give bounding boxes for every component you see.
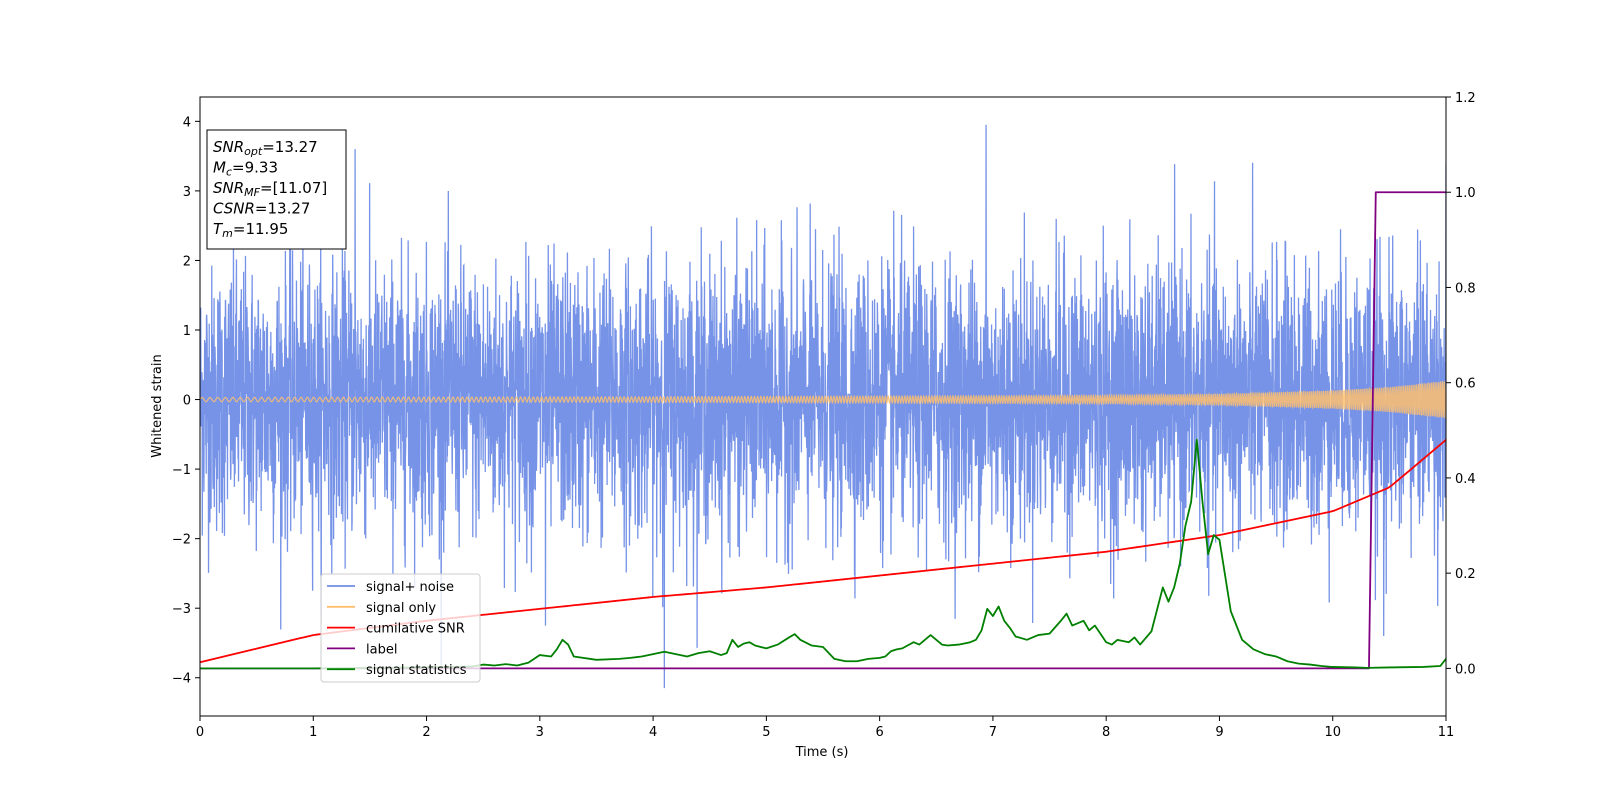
y-tick-label-left: 4 xyxy=(183,115,191,130)
y-tick-label-right: 0.0 xyxy=(1455,662,1476,677)
y-tick-label-right: 1.0 xyxy=(1455,186,1476,201)
x-tick-label: 5 xyxy=(762,725,770,740)
y-tick-label-left: −2 xyxy=(172,533,191,548)
x-tick-label: 8 xyxy=(1102,725,1110,740)
info-value: =11.95 xyxy=(233,220,289,238)
x-axis: 0 1 2 3 4 5 6 7 8 9 10 11 xyxy=(196,716,1454,740)
signal-noise-line xyxy=(200,124,1446,689)
x-axis-label: Time (s) xyxy=(795,745,849,760)
x-tick-label: 2 xyxy=(422,725,430,740)
x-tick-label: 1 xyxy=(309,725,317,740)
info-subscript: MF xyxy=(244,186,260,199)
info-subscript: m xyxy=(222,227,233,240)
info-symbol: CSNR xyxy=(213,200,255,218)
signal-statistics-path xyxy=(200,438,1447,670)
y-tick-label-right: 0.4 xyxy=(1455,472,1476,487)
info-line: SNRMF=[11.07] xyxy=(213,179,327,199)
x-tick-label: 11 xyxy=(1438,725,1455,740)
info-subscript: c xyxy=(226,166,232,179)
signal-noise-path xyxy=(200,124,1446,689)
signal-only-path xyxy=(200,381,1446,419)
y-axis-label: Whitened strain xyxy=(150,354,165,457)
x-tick-label: 9 xyxy=(1215,725,1223,740)
legend-label: signal statistics xyxy=(366,663,467,678)
x-tick-label: 4 xyxy=(649,725,657,740)
label-line xyxy=(200,191,1446,670)
y-tick-label-right: 0.2 xyxy=(1455,567,1476,582)
info-symbol: M xyxy=(213,159,226,177)
legend-label: signal only xyxy=(366,601,436,616)
y-tick-label-left: 1 xyxy=(183,324,191,339)
x-tick-label: 10 xyxy=(1324,725,1341,740)
info-value: =13.27 xyxy=(255,200,311,218)
x-tick-label: 7 xyxy=(989,725,997,740)
legend-label: signal+ noise xyxy=(366,580,454,595)
y-axis-right: 1.2 1.0 0.8 0.6 0.4 0.2 0.0 xyxy=(1446,91,1476,677)
info-symbol: T xyxy=(213,220,224,238)
info-box: SNRopt=13.27Mc=9.33SNRMF=[11.07]CSNR=13.… xyxy=(206,129,347,250)
info-line: Tm=11.95 xyxy=(213,220,288,240)
y-tick-label-right: 0.6 xyxy=(1455,377,1476,392)
legend-label: cumilative SNR xyxy=(366,622,465,637)
label-path xyxy=(200,191,1446,670)
info-line: SNRopt=13.27 xyxy=(213,138,318,158)
x-tick-label: 3 xyxy=(536,725,544,740)
info-box-frame xyxy=(206,129,347,250)
info-value: =[11.07] xyxy=(260,179,327,197)
legend-frame xyxy=(320,573,481,683)
info-value: =13.27 xyxy=(262,138,318,156)
legend-label: label xyxy=(366,642,397,657)
y-axis-left: 4 3 2 1 0 −1 −2 −3 −4 xyxy=(172,115,200,687)
info-value: =9.33 xyxy=(232,159,278,177)
x-tick-label: 6 xyxy=(875,725,883,740)
y-tick-label-left: 0 xyxy=(183,394,191,409)
y-tick-label-left: −4 xyxy=(172,672,191,687)
y-tick-label-right: 1.2 xyxy=(1455,91,1476,106)
y-tick-label-left: 2 xyxy=(183,254,191,269)
signal-statistics-line xyxy=(200,438,1447,670)
info-symbol: SNR xyxy=(213,138,244,156)
plot-frame xyxy=(199,96,1447,717)
y-tick-label-right: 0.8 xyxy=(1455,281,1476,296)
y-tick-label-left: 3 xyxy=(183,185,191,200)
info-symbol: SNR xyxy=(213,179,244,197)
x-tick-label: 0 xyxy=(196,725,204,740)
legend: signal+ noise signal only cumilative SNR la… xyxy=(320,573,481,683)
signal-only-line xyxy=(200,381,1446,419)
y-tick-label-left: −3 xyxy=(172,602,191,617)
y-tick-label-left: −1 xyxy=(172,463,191,478)
info-line: CSNR=13.27 xyxy=(213,200,310,218)
info-subscript: opt xyxy=(244,145,263,158)
info-line: Mc=9.33 xyxy=(213,159,278,179)
